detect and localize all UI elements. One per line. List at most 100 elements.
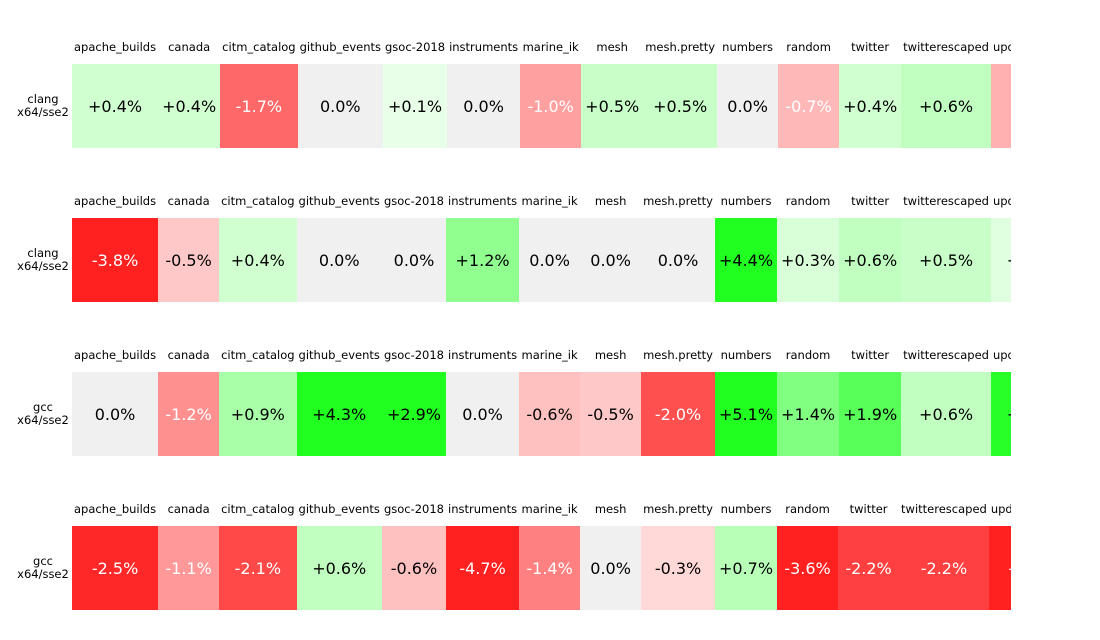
heat-cell: +0.1% — [383, 64, 448, 148]
column-label: twitter — [851, 40, 890, 54]
column-label: canada — [167, 194, 210, 208]
value-label: +0.6% — [312, 558, 367, 578]
heat-cell: +0.4% — [158, 64, 221, 148]
value-label: +0.1% — [388, 96, 443, 116]
column-label: github_events — [299, 40, 381, 54]
value-label: +0.2% — [1007, 251, 1011, 270]
value-label: +0.3% — [781, 250, 836, 270]
heat-cell: 0.0% — [580, 218, 642, 302]
column-label: mesh — [594, 194, 627, 208]
value-label: -1.4% — [526, 558, 573, 578]
row-label: gcc x64/sse2 — [17, 400, 69, 427]
column-label: numbers — [720, 348, 772, 362]
heatmap-row: apache_builds +0.4% canada +0.4% citm_catalo… — [72, 30, 1011, 148]
heat-cell: +0.5% — [643, 64, 718, 148]
heat-cell: -4.7% — [446, 526, 520, 610]
heat-cell: +1.4% — [777, 372, 840, 456]
heat-cell: -1.2% — [158, 372, 220, 456]
heat-cell: +0.4% — [839, 64, 902, 148]
heat-cell: -2.0% — [641, 372, 715, 456]
column-label: citm_catalog — [221, 194, 295, 208]
value-label: +1.9% — [843, 404, 898, 424]
heat-cell: +0.6% — [296, 526, 382, 610]
heat-cell: -2.2% — [899, 526, 989, 610]
value-label: +4.3% — [312, 404, 367, 424]
column-label: canada — [167, 348, 210, 362]
heat-cell: +0.9% — [219, 372, 297, 456]
heat-cell: 0.0% — [72, 372, 159, 456]
value-label: -1.2% — [165, 404, 212, 424]
column-label: twitter — [851, 348, 890, 362]
column-label: instruments — [448, 194, 518, 208]
value-label: -0.3% — [654, 558, 702, 578]
value-label: -2.0% — [654, 404, 702, 424]
column-label: update-center — [992, 348, 1011, 362]
value-label: -2.5% — [91, 558, 139, 578]
column-label: instruments — [448, 348, 518, 362]
value-label: -4.7% — [459, 558, 506, 578]
value-label: +2.9% — [386, 404, 441, 424]
heat-cell: 0.0% — [381, 218, 447, 302]
column-label: numbers — [720, 502, 772, 516]
column-label: twitterescaped — [903, 40, 989, 54]
heat-cell: -0.7% — [778, 64, 840, 148]
column-label: numbers — [720, 194, 772, 208]
value-label: 0.0% — [727, 96, 768, 116]
value-label: +0.5% — [585, 96, 640, 116]
column-label: twitterescaped — [903, 348, 989, 362]
value-label: 0.0% — [529, 250, 570, 270]
value-label: +0.6% — [919, 96, 974, 116]
heat-cell: -2.1% — [219, 526, 297, 610]
value-label: 0.0% — [318, 250, 360, 270]
value-label: -2.1% — [234, 558, 282, 578]
heat-cell: -3.6% — [777, 526, 839, 610]
value-label: +0.4% — [843, 96, 898, 116]
heat-cell: +1.2% — [446, 218, 520, 302]
value-label: -2.2% — [920, 558, 968, 578]
heat-cell: -3.8% — [72, 218, 159, 302]
heat-cell: -2.2% — [838, 526, 900, 610]
heat-cell: +0.5% — [901, 218, 991, 302]
heat-cell: 0.0% — [297, 64, 383, 148]
value-label: -3.6% — [784, 558, 831, 578]
column-label: gsoc-2018 — [385, 40, 446, 54]
value-label: -0.7% — [785, 96, 832, 116]
value-label: +5.1% — [718, 404, 774, 424]
value-label: 0.0% — [590, 250, 631, 270]
heat-cell: +0.3% — [777, 218, 840, 302]
column-label: citm_catalog — [221, 348, 295, 362]
column-label: marine_ik — [522, 40, 579, 54]
column-label: citm_catalog — [222, 40, 296, 54]
heat-cell: +0.4% — [72, 64, 159, 148]
column-label: twitterescaped — [901, 502, 987, 516]
column-label: update-center — [992, 40, 1011, 54]
heat-cell: +0.6% — [901, 372, 991, 456]
column-label: twitterescaped — [903, 194, 989, 208]
row-label: clang x64/sse2 — [17, 92, 69, 119]
value-label: 0.0% — [657, 250, 699, 270]
column-label: random — [785, 194, 831, 208]
heat-cell: +0.2% — [990, 218, 1011, 302]
heat-cell: +0.7% — [714, 526, 778, 610]
column-label: update-center — [990, 502, 1011, 516]
column-label: apache_builds — [74, 40, 157, 54]
column-label: mesh — [594, 348, 627, 362]
value-label: +4.4% — [718, 250, 774, 270]
value-label: 0.0% — [94, 404, 136, 424]
column-label: apache_builds — [74, 502, 157, 516]
heat-cell: +4.4% — [714, 218, 778, 302]
heat-cell: -0.5% — [580, 372, 642, 456]
value-label: -2.2% — [845, 558, 892, 578]
column-label: mesh — [596, 40, 628, 54]
heat-cell: -0.6% — [519, 372, 581, 456]
heat-cell: -2.7% — [988, 526, 1011, 610]
heat-cell: +1.9% — [839, 372, 902, 456]
value-label: 0.0% — [590, 558, 631, 578]
value-label: -0.6% — [526, 404, 573, 424]
value-label: -1.1% — [165, 558, 212, 578]
value-label: +0.9% — [230, 404, 285, 424]
value-label: -0.6% — [390, 558, 438, 578]
heat-cell: +5.1% — [714, 372, 778, 456]
heat-cell: 0.0% — [296, 218, 382, 302]
heat-cell: -0.8% — [990, 64, 1011, 148]
